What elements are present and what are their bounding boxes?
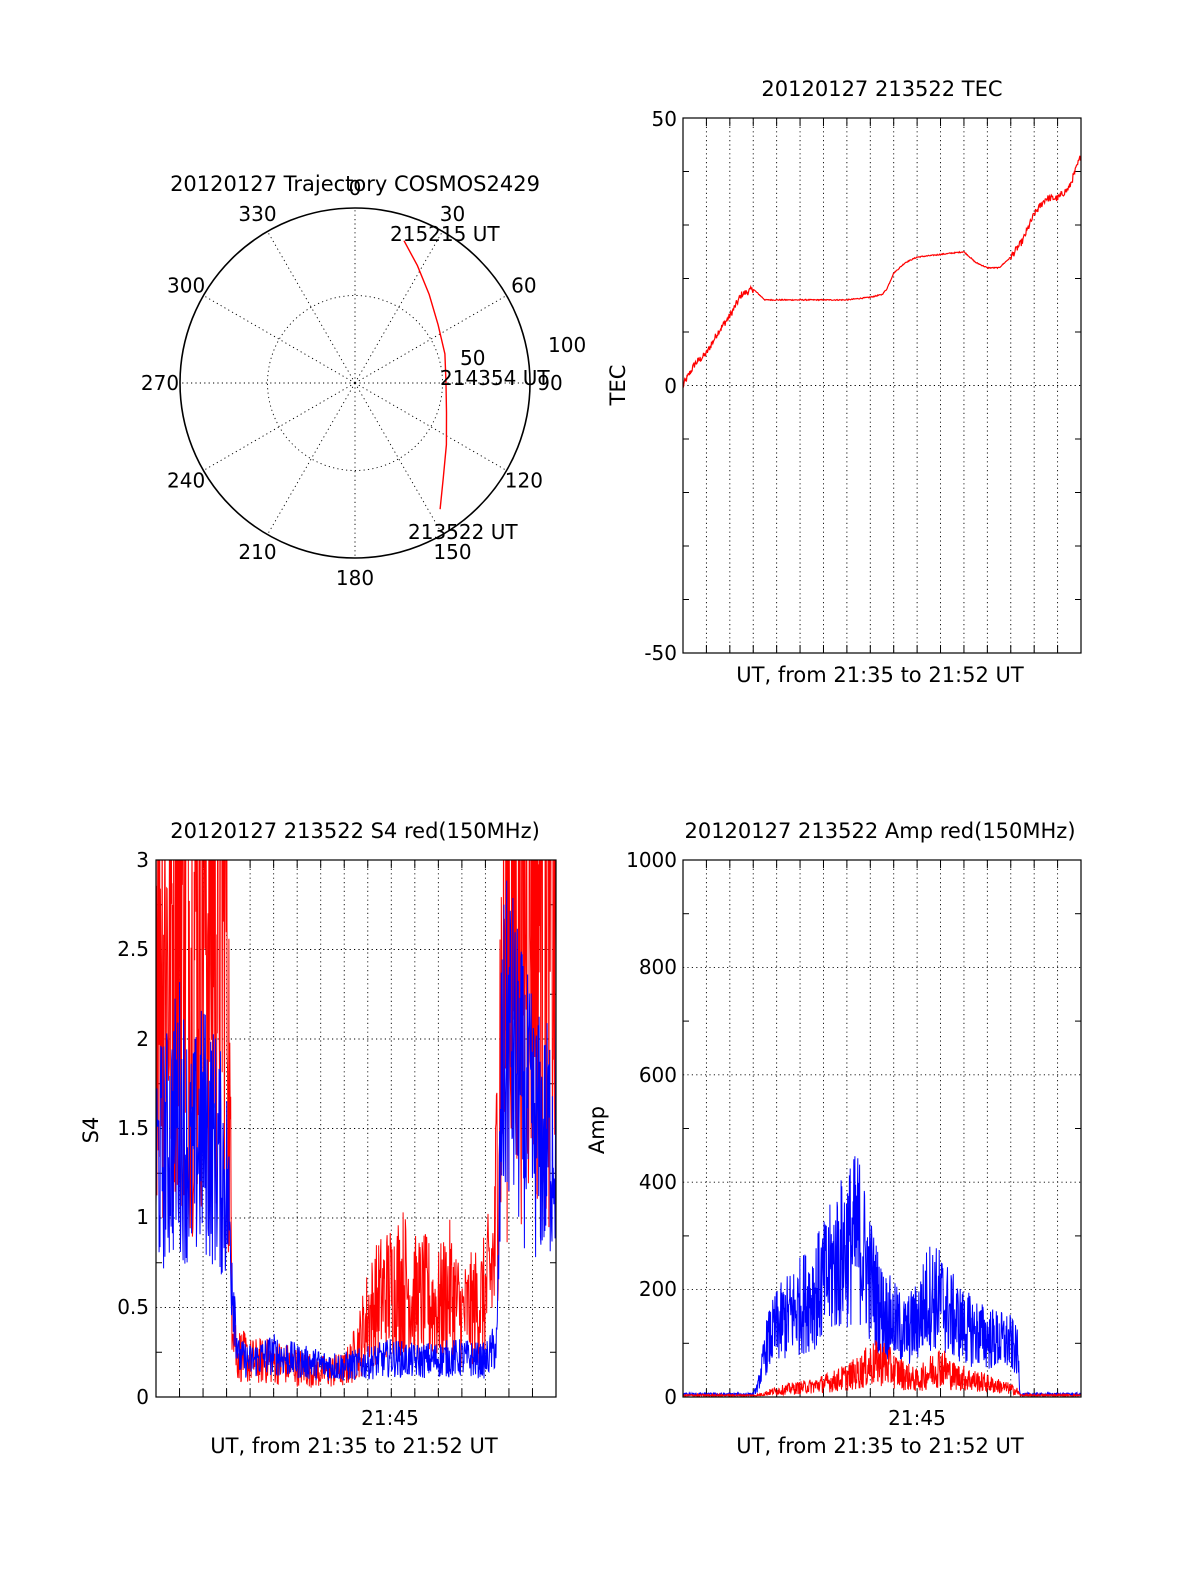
series-line-0 <box>156 860 556 1388</box>
trajectory-title: 20120127 Trajectory COSMOS2429 <box>170 172 540 196</box>
trajectory-line <box>403 240 448 510</box>
tec-ytick-minus50: -50 <box>644 641 677 665</box>
amp-ytick-1000: 1000 <box>626 848 677 872</box>
polar-angle-label: 90 <box>537 371 562 395</box>
amp-ytick-200: 200 <box>639 1277 677 1301</box>
tec-panel: 20120127 213522 TEC 50 0 -50 TEC UT, fro… <box>606 77 1082 687</box>
amp-y-axis-label: Amp <box>585 1106 609 1154</box>
trajectory-annotation-mid: 214354 UT <box>440 366 550 390</box>
polar-angle-label: 240 <box>167 469 205 493</box>
polar-grid <box>179 207 531 559</box>
amp-plot-area <box>682 859 1082 1398</box>
s4-ytick-2-5: 2.5 <box>117 937 149 961</box>
plot-frame <box>155 859 557 1398</box>
series-line-1 <box>156 880 556 1381</box>
radius-label-100: 100 <box>548 333 586 357</box>
polar-angle-label: 330 <box>238 202 276 226</box>
polar-inner-circle <box>267 295 443 471</box>
polar-angle-label: 0 <box>349 176 362 200</box>
polar-spoke <box>203 382 356 471</box>
plot-frame <box>682 859 1082 1398</box>
amp-ytick-800: 800 <box>639 955 677 979</box>
tec-ytick-50: 50 <box>652 107 677 131</box>
s4-ytick-1-5: 1.5 <box>117 1116 149 1140</box>
polar-spoke <box>203 295 356 384</box>
polar-spoke <box>267 231 356 384</box>
amp-x-axis-label: UT, from 21:35 to 21:52 UT <box>736 1434 1024 1458</box>
polar-angle-labels: 0 30 60 90 120 150 180 210 240 270 300 330 <box>141 176 563 590</box>
tec-y-axis-label: TEC <box>606 365 630 407</box>
trajectory-annotation-end: 215215 UT <box>390 222 500 246</box>
polar-angle-label: 210 <box>238 540 276 564</box>
s4-panel: 20120127 213522 S4 red(150MHz) 3 2.5 2 1… <box>79 819 557 1458</box>
s4-ytick-0: 0 <box>136 1385 149 1409</box>
amp-title: 20120127 213522 Amp red(150MHz) <box>684 819 1075 843</box>
series-line-1 <box>683 1340 1081 1397</box>
amp-panel: 20120127 213522 Amp red(150MHz) 1000 800… <box>585 819 1082 1458</box>
polar-spoke <box>354 295 507 384</box>
polar-spoke <box>354 231 443 384</box>
series-line-0 <box>683 155 1081 388</box>
trajectory-panel: 20120127 Trajectory COSMOS2429 0 30 60 90 12… <box>141 172 586 590</box>
tec-title: 20120127 213522 TEC <box>761 77 1002 101</box>
s4-plot-area <box>155 859 557 1398</box>
amp-ytick-400: 400 <box>639 1170 677 1194</box>
polar-spoke <box>354 382 507 471</box>
tec-ytick-0: 0 <box>664 374 677 398</box>
series-line-0 <box>683 1156 1081 1397</box>
radius-label-50: 50 <box>460 346 485 370</box>
polar-angle-label: 270 <box>141 371 179 395</box>
polar-angle-label: 120 <box>505 469 543 493</box>
s4-ytick-2: 2 <box>136 1027 149 1051</box>
plot-frame <box>682 117 1082 654</box>
s4-title: 20120127 213522 S4 red(150MHz) <box>170 819 540 843</box>
trajectory-annotation-start: 213522 UT <box>408 520 518 544</box>
amp-ytick-0: 0 <box>664 1385 677 1409</box>
s4-ytick-0-5: 0.5 <box>117 1295 149 1319</box>
amp-ytick-600: 600 <box>639 1063 677 1087</box>
tec-plot-area <box>682 117 1082 654</box>
tec-x-axis-label: UT, from 21:35 to 21:52 UT <box>736 663 1024 687</box>
s4-y-axis-label: S4 <box>79 1117 103 1144</box>
s4-ytick-1: 1 <box>136 1205 149 1229</box>
s4-xtick-2145: 21:45 <box>361 1406 419 1430</box>
polar-spoke <box>354 382 443 535</box>
s4-x-axis-label: UT, from 21:35 to 21:52 UT <box>210 1434 498 1458</box>
polar-spoke <box>267 382 356 535</box>
polar-angle-label: 150 <box>433 540 471 564</box>
s4-ytick-3: 3 <box>136 848 149 872</box>
polar-angle-label: 300 <box>167 274 205 298</box>
polar-angle-label: 180 <box>336 566 374 590</box>
polar-angle-label: 60 <box>511 274 536 298</box>
amp-xtick-2145: 21:45 <box>888 1406 946 1430</box>
polar-outer-circle <box>179 207 531 559</box>
polar-angle-label: 30 <box>440 202 465 226</box>
